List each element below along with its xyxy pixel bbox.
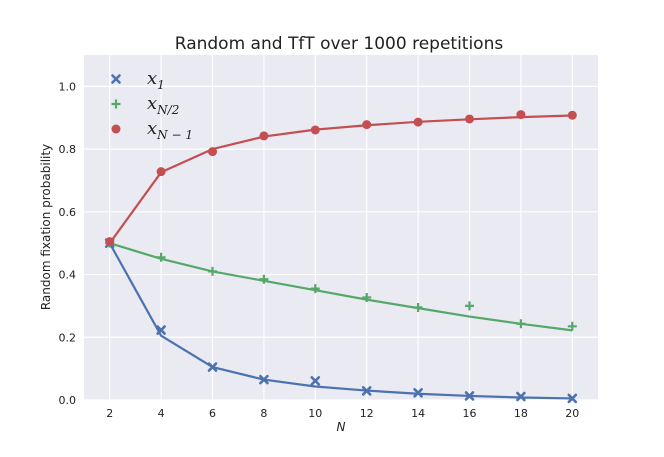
y-axis-label: Random fixation probability (39, 144, 53, 310)
series-3-point (156, 167, 166, 177)
y-tick-label: 0.0 (59, 394, 77, 407)
x-tick-label: 14 (411, 407, 425, 420)
series-1-point (413, 387, 423, 398)
series-1-point (361, 386, 372, 396)
x-tick-label: 20 (565, 407, 579, 420)
series-3-point (362, 120, 372, 130)
y-tick-label: 0.4 (59, 269, 77, 282)
series-3-point (567, 110, 577, 120)
series-2-point (516, 319, 526, 329)
series-3-point (310, 125, 320, 135)
series-1-point (567, 393, 578, 404)
x-axis-label: N (337, 420, 346, 434)
series-3-point (516, 110, 526, 120)
series-2-line (109, 242, 573, 332)
legend-marker-1 (111, 74, 121, 84)
series-1-point (156, 325, 166, 335)
series-1-point (516, 391, 526, 402)
series-3 (105, 110, 577, 247)
y-axis-ticks: 0.0 0.2 0.4 0.6 0.8 1.0 (59, 80, 77, 407)
series-2-point (413, 302, 423, 312)
chart-title: Random and TfT over 1000 repetitions (175, 34, 504, 54)
x-tick-label: 6 (209, 407, 216, 420)
x-tick-label: 4 (158, 407, 165, 420)
series-2-point (310, 284, 320, 294)
series-1-point (207, 362, 218, 372)
x-tick-label: 12 (360, 407, 374, 420)
series-2-point (259, 274, 269, 284)
series-1-line (108, 242, 573, 400)
series-2-point (362, 292, 372, 302)
y-tick-label: 0.6 (59, 206, 77, 219)
series-3-point (208, 147, 217, 157)
series-3-point (259, 131, 269, 141)
series-3-line (108, 114, 573, 244)
series-1-point (259, 374, 269, 385)
series-2-point (465, 301, 474, 311)
y-tick-label: 0.2 (59, 331, 77, 344)
series-layer (104, 110, 578, 404)
series-2-point (567, 321, 577, 331)
legend-marker-3 (111, 124, 121, 134)
series-3-point (413, 117, 423, 127)
x-tick-label: 2 (106, 407, 113, 420)
series-2-point (208, 266, 217, 276)
plot-area (84, 55, 598, 400)
y-tick-label: 0.8 (59, 143, 77, 156)
legend-marker-2 (111, 99, 121, 109)
x-axis-ticks: 2 4 6 8 10 12 14 16 18 20 (106, 407, 579, 420)
x-tick-label: 16 (463, 407, 477, 420)
series-1 (104, 238, 578, 404)
series-2-point (156, 252, 166, 262)
series-3-point (105, 237, 115, 247)
series-2 (105, 238, 577, 332)
x-tick-label: 8 (260, 407, 267, 420)
x-tick-label: 10 (308, 407, 322, 420)
series-3-point (465, 114, 474, 124)
x-tick-label: 18 (514, 407, 528, 420)
y-tick-label: 1.0 (59, 80, 77, 93)
series-1-point (464, 391, 475, 401)
series-1-point (310, 376, 321, 386)
